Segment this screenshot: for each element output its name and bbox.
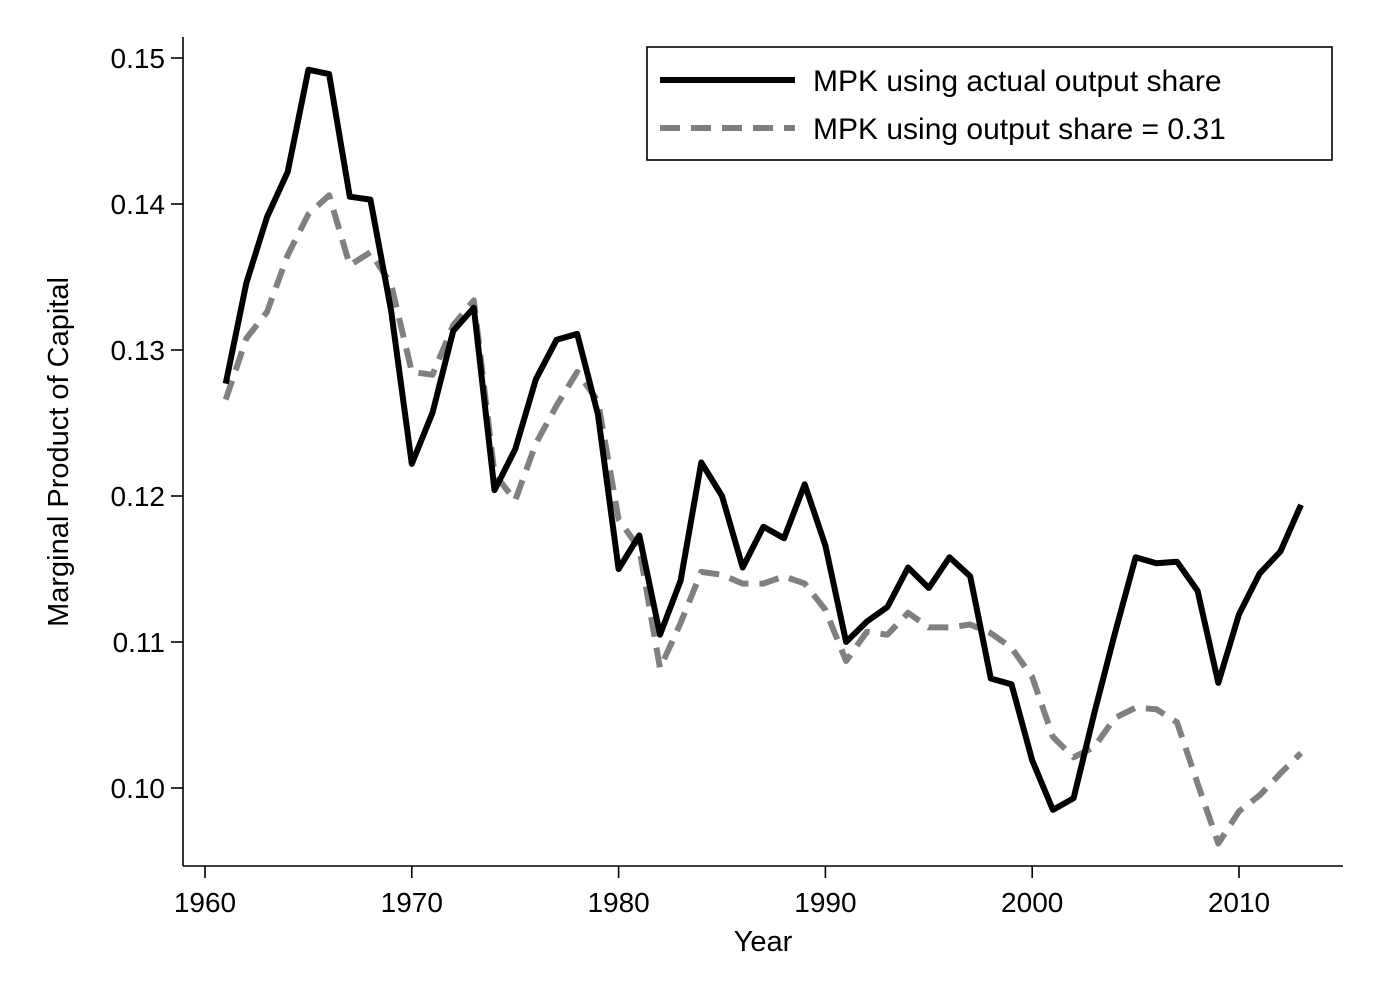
legend: MPK using actual output share MPK using … bbox=[646, 46, 1333, 161]
axes bbox=[182, 37, 1343, 867]
y-tick-label: 0.11 bbox=[113, 627, 165, 658]
y-tick-label: 0.10 bbox=[111, 773, 166, 804]
y-tick-label: 0.12 bbox=[111, 481, 166, 512]
x-tick-label: 2010 bbox=[1208, 887, 1270, 918]
y-tick-label: 0.14 bbox=[111, 189, 166, 220]
y-tick-label: 0.13 bbox=[111, 335, 166, 366]
series-line-actual-share bbox=[222, 66, 1304, 813]
series-line-fixed-share bbox=[222, 192, 1304, 847]
legend-box bbox=[646, 46, 1333, 161]
legend-label-actual: MPK using actual output share bbox=[813, 65, 1222, 98]
x-tick-label: 2000 bbox=[1001, 887, 1063, 918]
x-tick-label: 1980 bbox=[587, 887, 649, 918]
series-layer bbox=[222, 66, 1304, 847]
x-tick-label: 1960 bbox=[174, 887, 236, 918]
x-ticks: 1960 1970 1980 1990 2000 2010 bbox=[174, 866, 1270, 918]
y-tick-label: 0.15 bbox=[111, 43, 166, 74]
x-tick-label: 1990 bbox=[794, 887, 856, 918]
x-axis-title: Year bbox=[734, 926, 793, 958]
y-axis-title: Marginal Product of Capital bbox=[43, 277, 75, 627]
x-tick-label: 1970 bbox=[381, 887, 443, 918]
y-ticks: 0.10 0.11 0.12 0.13 0.14 0.15 bbox=[111, 43, 183, 804]
legend-label-fixed: MPK using output share = 0.31 bbox=[813, 113, 1226, 146]
